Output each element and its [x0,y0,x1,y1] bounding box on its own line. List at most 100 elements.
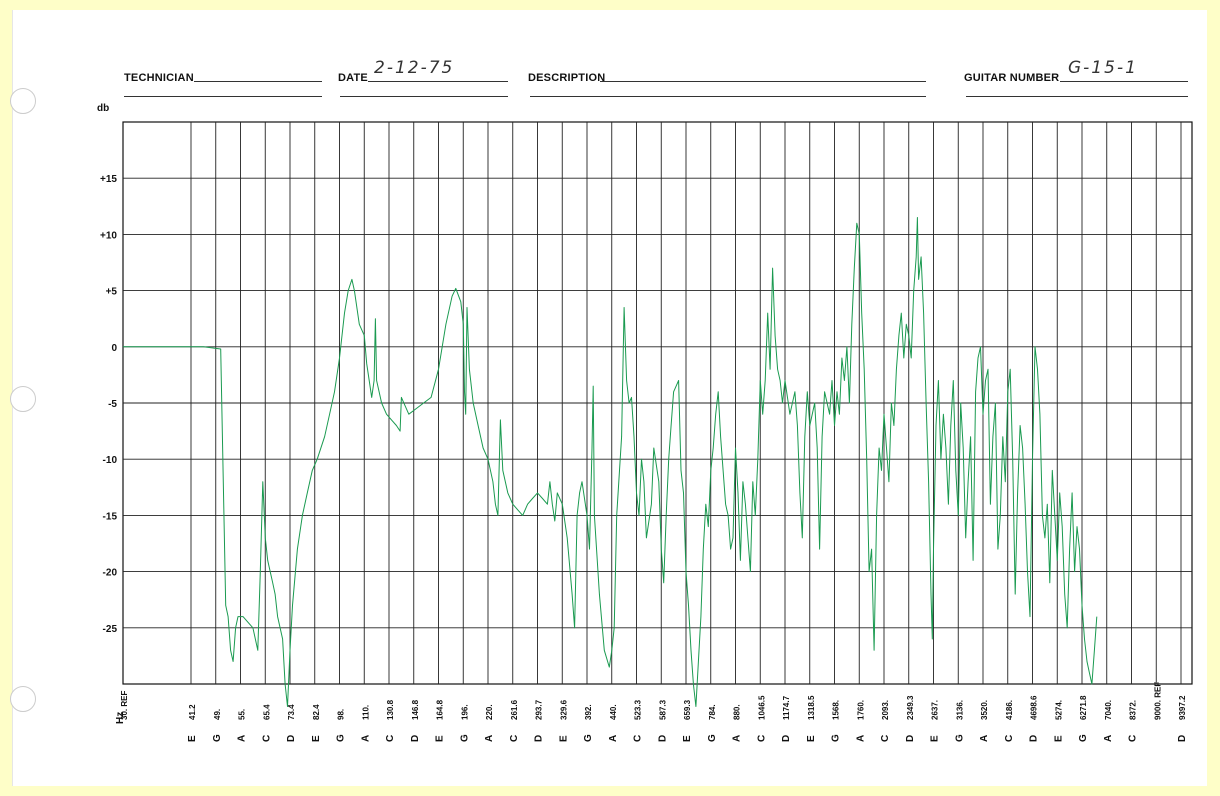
x-tick-note: E [806,735,817,742]
x-tick-note: C [633,735,644,742]
x-tick-freq: 5274. [1054,700,1063,720]
x-tick-freq: 2349.3 [906,695,915,720]
x-tick-freq: 1760. [856,700,865,720]
date-line [368,81,508,82]
x-tick-note: G [831,734,842,742]
description-label: DESCRIPTION [528,72,606,84]
x-tick-freq: 30. REF [120,691,129,720]
x-tick-note: D [1177,735,1188,742]
x-tick-note: G [1078,734,1089,742]
x-tick-note: D [1029,735,1040,742]
x-tick-note: C [880,735,891,742]
x-tick-freq: 3136. [955,700,964,720]
response-curve [123,217,1098,707]
y-tick-label: 0 [111,343,117,354]
x-tick-note: E [682,735,693,742]
x-tick-freq: 130.8 [386,699,395,720]
y-tick-label: -10 [103,455,118,466]
x-tick-freq: 293.7 [535,699,544,720]
x-tick-freq: 65.4 [262,704,271,720]
date-label: DATE [338,72,368,84]
x-tick-note: E [311,735,322,742]
x-tick-freq: 659.3 [683,699,692,720]
x-tick-note: G [954,734,965,742]
y-tick-label: -25 [103,624,118,635]
y-tick-label: +10 [100,230,117,241]
technician-line [194,81,322,82]
guitar-number-line-2 [966,96,1188,97]
x-tick-note: D [410,735,421,742]
x-tick-freq: 2093. [881,700,890,720]
x-tick-freq: 146.8 [411,699,420,720]
x-tick-note: E [187,735,198,742]
x-tick-freq: 73.4 [287,704,296,720]
x-tick-freq: 261.6 [510,699,519,720]
x-tick-freq: 880. [733,704,742,720]
x-tick-note: C [261,735,272,742]
technician-label: TECHNICIAN [124,72,194,84]
x-tick-freq: 1174.7 [782,695,791,720]
x-tick-freq: 4698.6 [1030,695,1039,720]
x-tick-note: D [657,735,668,742]
x-tick-freq: 49. [213,709,222,720]
x-tick-freq: 1318.5 [807,695,816,720]
date-value: 2-12-75 [374,58,455,78]
x-tick-note: D [534,735,545,742]
x-tick-freq: 55. [238,709,247,720]
chart-ticks: +15 +10 +5 0 -5 -10 -15 -20 -25 30. REF 41.2 E 49. G 5… [100,174,1188,742]
x-tick-note: A [732,735,743,742]
header: TECHNICIAN DATE 2-12-75 DESCRIPTION GUIT… [0,0,1194,110]
x-tick-note: C [1004,735,1015,742]
x-tick-note: A [608,735,619,742]
x-tick-note: C [509,735,520,742]
x-tick-note: C [756,735,767,742]
x-tick-note: C [385,735,396,742]
x-tick-note: E [930,735,941,742]
x-tick-freq: 440. [609,704,618,720]
x-tick-freq: 220. [485,704,494,720]
x-tick-freq: 587.3 [658,699,667,720]
x-tick-freq: 82.4 [312,704,321,720]
y-tick-label: +5 [106,287,118,298]
x-tick-note: G [336,734,347,742]
x-tick-note: E [435,735,446,742]
x-tick-note: G [583,734,594,742]
x-tick-freq: 6271.8 [1079,695,1088,720]
guitar-number-line [1060,81,1188,82]
x-tick-freq: 3520. [980,700,989,720]
description-line-2 [530,96,926,97]
x-tick-note: G [459,734,470,742]
x-tick-freq: 7040. [1104,700,1113,720]
x-tick-freq: 164.8 [436,699,445,720]
chart-grid [122,121,1193,685]
x-tick-freq: 41.2 [188,704,197,720]
x-tick-freq: 1046.5 [757,695,766,720]
date-line-2 [340,96,508,97]
y-tick-label: -5 [108,399,117,410]
x-tick-note: D [286,735,297,742]
x-tick-freq: 329.6 [559,699,568,720]
x-tick-freq: 4186. [1005,700,1014,720]
binder-hole [10,686,36,712]
y-tick-label: -15 [103,511,118,522]
y-tick-label: -20 [103,568,118,579]
technician-line-2 [124,96,322,97]
x-tick-note: G [707,734,718,742]
x-tick-note: A [237,735,248,742]
x-tick-freq: 9000. REF [1153,682,1162,720]
guitar-number-label: GUITAR NUMBER [964,72,1060,84]
x-tick-freq: 110. [361,705,370,720]
x-tick-freq: 392. [584,704,593,720]
x-tick-note: E [1053,735,1064,742]
x-tick-note: A [855,735,866,742]
x-tick-freq: 8372. [1129,700,1138,720]
description-line [600,81,926,82]
x-tick-freq: 1568. [832,700,841,720]
x-tick-freq: 784. [708,704,717,720]
x-tick-note: D [781,735,792,742]
x-tick-note: E [558,735,569,742]
x-tick-freq: 98. [337,709,346,720]
x-tick-freq: 2637. [931,700,940,720]
x-tick-note: A [360,735,371,742]
